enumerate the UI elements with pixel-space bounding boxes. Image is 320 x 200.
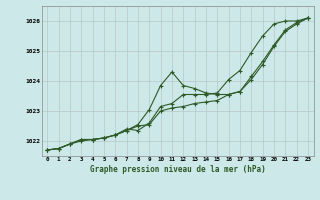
X-axis label: Graphe pression niveau de la mer (hPa): Graphe pression niveau de la mer (hPa): [90, 165, 266, 174]
